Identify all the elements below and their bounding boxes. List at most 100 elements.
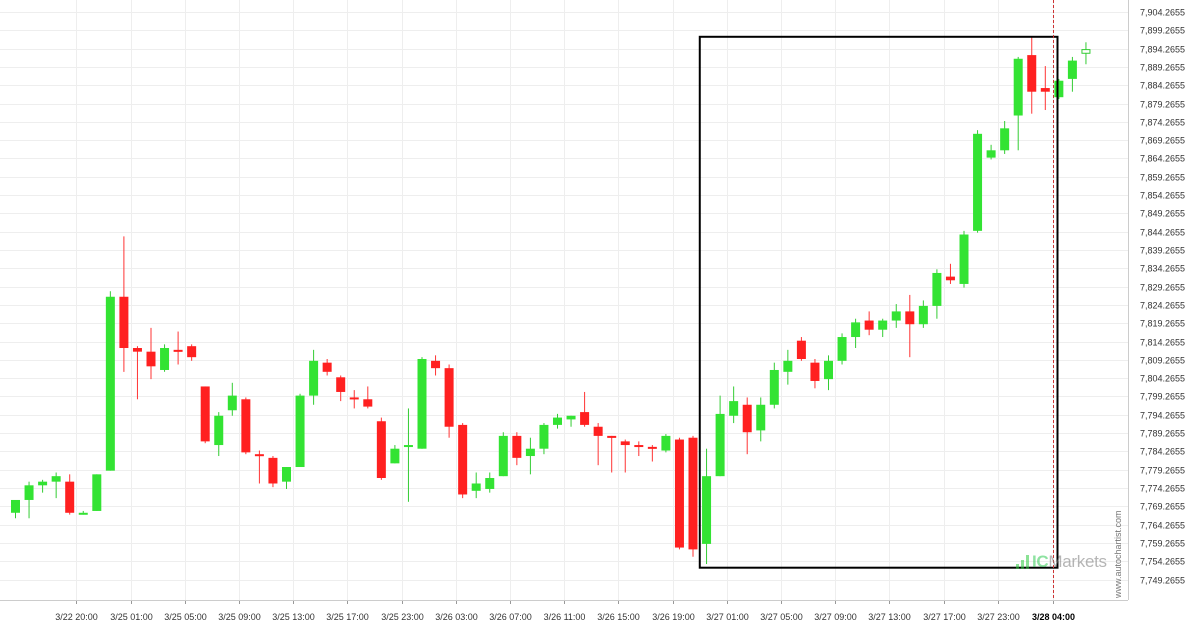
candle-body [376,421,386,478]
candle-body [959,234,969,284]
candle-body [282,467,291,482]
candle-body [769,369,779,405]
candle [268,456,278,488]
y-tick-label: 7,904.2655 [1140,8,1185,18]
brand-ic: IC [1032,552,1049,571]
x-tick-label: 3/22 20:00 [55,612,98,622]
candle-body [553,417,562,425]
candle-body [254,454,264,457]
candle-body [891,311,901,321]
brand-logo: ICMarkets [1016,552,1128,572]
candle-body [593,426,603,436]
candle-body [702,476,712,544]
candle [78,510,88,515]
candle [160,344,170,372]
y-tick-label: 7,834.2655 [1140,264,1185,274]
candle [932,269,942,319]
candle [431,355,441,376]
candle [1054,78,1064,100]
candle-body [580,412,590,425]
candle [227,382,237,416]
y-tick-label: 7,859.2655 [1140,173,1185,183]
candle-body [403,445,413,448]
candle-body [661,435,671,451]
candle-body [986,150,996,158]
candle [1013,56,1023,151]
candle-body [1067,60,1077,79]
x-tick-label: 3/25 05:00 [164,612,207,622]
candle [661,434,671,453]
y-tick-label: 7,789.2655 [1140,429,1185,439]
candle-body [742,404,752,433]
candle [837,333,847,365]
y-tick-label: 7,864.2655 [1140,154,1185,164]
x-tick-label: 3/28 04:00 [1032,612,1075,622]
candle-body [715,413,725,477]
y-tick-label: 7,769.2655 [1140,502,1185,512]
candle [593,423,603,466]
candle [674,437,684,550]
candle-body [173,349,183,352]
y-tick-label: 7,884.2655 [1140,81,1185,91]
candle-body [607,435,617,438]
y-tick-label: 7,749.2655 [1140,576,1185,586]
candle-body [349,397,359,400]
candle [119,236,129,372]
x-tick-label: 3/25 17:00 [326,612,369,622]
candle [485,472,495,493]
candle-body [268,457,278,484]
candle-body [336,377,346,392]
y-tick-label: 7,849.2655 [1140,209,1185,219]
candle-body [864,320,874,330]
x-tick-label: 3/25 09:00 [218,612,261,622]
candle [51,472,61,499]
candle [918,300,928,328]
candle-body [837,337,847,361]
candle [146,327,156,380]
brand-bars-icon [1016,555,1029,569]
candle [729,386,739,424]
candle [254,450,264,484]
candle-body [620,441,630,446]
candle [688,435,698,557]
candle [444,364,454,438]
y-tick-label: 7,819.2655 [1140,319,1185,329]
watermark: www.autochartist.com [1113,510,1123,599]
candle [810,358,820,389]
candle-body [241,399,251,453]
candle-body [674,439,684,548]
y-tick-label: 7,889.2655 [1140,63,1185,73]
y-tick-label: 7,759.2655 [1140,539,1185,549]
candle [417,357,427,449]
candle-body [485,477,495,489]
candle-body [417,358,427,449]
candle-body [918,305,928,325]
candle-body [227,395,237,411]
candle-body [51,476,61,482]
candle-body [24,485,34,500]
x-tick-label: 3/25 23:00 [381,612,424,622]
x-tick-label: 3/27 09:00 [814,612,857,622]
candle [187,344,197,361]
candle-body [119,296,129,349]
grid-layer [0,0,1128,600]
candle-body [458,424,468,495]
candle [498,432,508,477]
candle [796,337,806,361]
candle [905,294,915,358]
x-tick-label: 3/27 13:00 [868,612,911,622]
y-tick-label: 7,844.2655 [1140,228,1185,238]
candle [851,318,861,349]
y-tick-label: 7,874.2655 [1140,118,1185,128]
candle-body [295,395,305,468]
candle-body [214,415,224,446]
candle-body [132,348,142,352]
x-tick-label: 3/26 15:00 [597,612,640,622]
candle-layer [11,36,1091,565]
candle [620,439,630,473]
candle-body [444,368,454,427]
candle-body [146,351,156,367]
candle [1027,36,1037,114]
candle [376,417,386,480]
